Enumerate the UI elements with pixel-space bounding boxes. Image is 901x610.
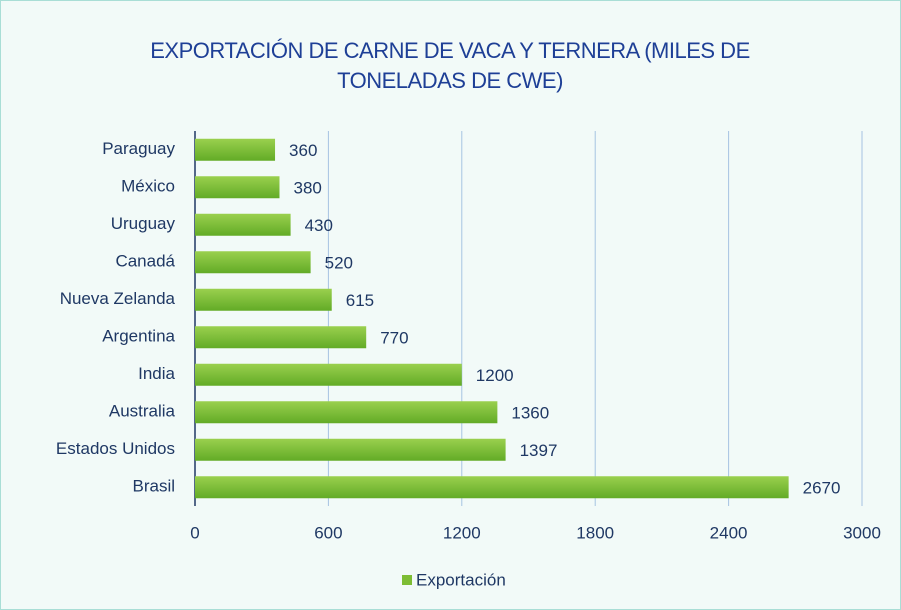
data-label: 430 — [305, 216, 333, 235]
y-tick-label: Argentina — [102, 327, 175, 346]
x-tick-label: 3000 — [843, 523, 881, 542]
bar — [195, 363, 462, 386]
bar — [195, 251, 311, 274]
legend-label: Exportación — [416, 570, 506, 589]
x-tick-label: 600 — [314, 523, 342, 542]
bar — [195, 138, 276, 161]
data-label: 615 — [346, 291, 374, 310]
data-label: 360 — [289, 141, 317, 160]
chart-title: EXPORTACIÓN DE CARNE DE VACA Y TERNERA (… — [150, 38, 750, 93]
bar — [195, 326, 367, 349]
bar — [195, 401, 498, 424]
data-label: 2670 — [803, 479, 841, 498]
data-label: 1397 — [520, 441, 558, 460]
y-tick-label: Nueva Zelanda — [60, 289, 176, 308]
y-tick-label: Paraguay — [102, 139, 175, 158]
data-label: 1200 — [476, 366, 514, 385]
y-tick-label: Brasil — [132, 477, 175, 496]
data-label: 520 — [325, 254, 353, 273]
y-tick-label: Estados Unidos — [56, 439, 175, 458]
x-tick-label: 2400 — [710, 523, 748, 542]
y-tick-label: Australia — [109, 402, 176, 421]
data-label: 770 — [380, 329, 408, 348]
legend-swatch — [402, 575, 412, 585]
x-tick-label: 1800 — [576, 523, 614, 542]
y-tick-label: India — [138, 364, 175, 383]
y-tick-label: Uruguay — [111, 214, 176, 233]
x-tick-label: 1200 — [443, 523, 481, 542]
bar — [195, 476, 789, 499]
x-tick-label: 0 — [190, 523, 199, 542]
bar — [195, 176, 280, 199]
bar — [195, 438, 506, 461]
data-label: 380 — [293, 179, 321, 198]
data-label: 1360 — [511, 404, 549, 423]
bar — [195, 213, 291, 236]
y-tick-label: México — [121, 177, 175, 196]
y-tick-label: Canadá — [115, 252, 175, 271]
bar — [195, 288, 332, 311]
